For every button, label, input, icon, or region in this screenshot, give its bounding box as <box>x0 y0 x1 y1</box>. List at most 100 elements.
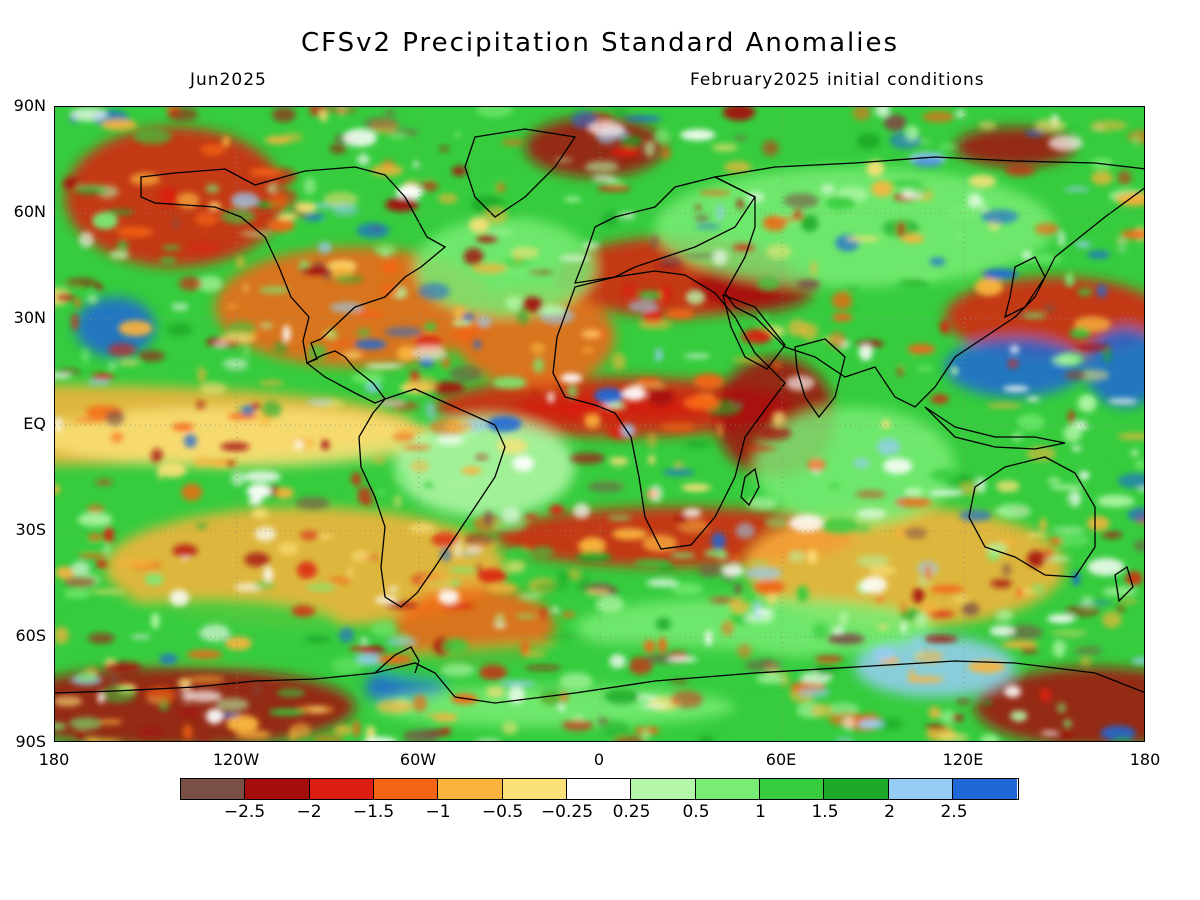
anomaly-speckle <box>255 580 275 590</box>
anomaly-speckle <box>166 322 193 337</box>
anomaly-region <box>745 507 1065 627</box>
anomaly-speckle <box>968 174 997 188</box>
anomaly-speckle <box>908 273 944 279</box>
anomaly-speckle <box>1087 558 1125 576</box>
anomaly-speckle <box>365 365 392 370</box>
anomaly-speckle <box>118 359 140 366</box>
anomaly-speckle <box>500 680 536 687</box>
anomaly-speckle <box>1075 241 1092 248</box>
anomaly-speckle <box>281 132 303 143</box>
anomaly-speckle <box>684 440 711 448</box>
anomaly-speckle <box>648 388 674 406</box>
anomaly-speckle <box>595 595 624 614</box>
initial-conditions-label: February2025 initial conditions <box>690 70 985 90</box>
anomaly-speckle <box>737 643 752 659</box>
anomaly-speckle <box>243 344 250 358</box>
anomaly-speckle <box>55 416 62 433</box>
anomaly-speckle <box>852 458 871 469</box>
anomaly-speckle <box>496 437 528 455</box>
anomaly-speckle <box>410 173 441 179</box>
anomaly-speckle <box>654 347 663 362</box>
anomaly-speckle <box>55 484 61 494</box>
anomaly-speckle <box>376 654 413 665</box>
colorbar-swatch <box>631 779 696 799</box>
lon-label-60w: 60W <box>399 750 437 769</box>
anomaly-speckle <box>505 295 522 311</box>
anomaly-speckle <box>854 523 871 533</box>
anomaly-speckle <box>894 281 928 293</box>
anomaly-speckle <box>954 228 963 244</box>
anomaly-speckle <box>1050 354 1077 366</box>
anomaly-speckle <box>956 109 966 118</box>
anomaly-region <box>855 637 1015 697</box>
anomaly-speckle <box>441 726 452 733</box>
anomaly-speckle <box>1116 604 1126 613</box>
anomaly-speckle <box>222 136 230 147</box>
anomaly-speckle <box>927 610 955 618</box>
anomaly-speckle <box>984 733 991 741</box>
anomaly-speckle <box>157 462 187 478</box>
anomaly-speckle <box>243 470 281 483</box>
colorbar-tick-label: −0.5 <box>481 802 524 822</box>
anomaly-speckle <box>171 423 194 431</box>
anomaly-speckle <box>742 446 777 451</box>
coastline-arabia <box>722 293 786 370</box>
anomaly-speckle <box>396 184 423 200</box>
anomaly-speckle <box>924 564 932 582</box>
anomaly-speckle <box>378 490 386 495</box>
anomaly-speckle <box>172 366 197 372</box>
anomaly-speckle <box>1131 134 1140 146</box>
anomaly-speckle <box>267 184 277 194</box>
anomaly-speckle <box>1096 494 1135 508</box>
anomaly-speckle <box>370 164 404 177</box>
anomaly-speckle <box>655 617 672 631</box>
anomaly-speckle <box>225 370 253 377</box>
anomaly-speckle <box>744 659 782 672</box>
anomaly-speckle <box>225 303 240 309</box>
anomaly-speckle <box>930 585 965 594</box>
anomaly-speckle <box>591 176 616 181</box>
anomaly-speckle <box>78 553 108 559</box>
anomaly-speckle <box>172 216 180 230</box>
colorbar-tick-label: −2 <box>296 802 322 822</box>
lat-label-90n: 90N <box>13 96 46 115</box>
anomaly-speckle <box>397 425 430 434</box>
anomaly-speckle <box>697 735 715 741</box>
anomaly-speckle <box>642 534 678 553</box>
anomaly-speckle <box>1026 446 1056 462</box>
anomaly-speckle <box>986 403 1022 408</box>
anomaly-speckle <box>341 488 353 501</box>
anomaly-speckle <box>1112 736 1133 741</box>
anomaly-speckle <box>1030 582 1046 595</box>
anomaly-speckle <box>584 160 619 173</box>
anomaly-region <box>755 407 955 527</box>
anomaly-speckle <box>63 177 80 190</box>
anomaly-speckle <box>110 674 118 689</box>
anomaly-speckle <box>855 490 886 499</box>
anomaly-speckle <box>579 537 606 555</box>
anomaly-speckle <box>995 504 1032 519</box>
anomaly-speckle <box>1063 605 1101 617</box>
anomaly-speckle <box>116 240 129 252</box>
anomaly-speckle <box>938 142 958 151</box>
anomaly-speckle <box>321 439 330 450</box>
anomaly-speckle <box>1054 533 1090 547</box>
anomaly-speckle <box>533 581 571 592</box>
anomaly-speckle <box>749 560 769 565</box>
anomaly-speckle <box>610 148 640 157</box>
anomaly-speckle <box>810 260 817 276</box>
anomaly-speckle <box>694 214 710 222</box>
anomaly-speckle <box>363 736 397 741</box>
anomaly-speckle <box>205 184 220 194</box>
lon-label-180w: 180 <box>38 750 70 769</box>
colorbar-swatch <box>438 779 503 799</box>
anomaly-speckle <box>341 351 362 359</box>
anomaly-speckle <box>561 719 594 731</box>
anomaly-speckle <box>1067 409 1076 425</box>
anomaly-speckle <box>772 361 782 369</box>
anomaly-speckle <box>222 358 249 369</box>
coastlines <box>55 128 1144 704</box>
anomaly-speckle <box>921 602 937 613</box>
anomaly-speckle <box>150 612 160 629</box>
anomaly-speckle <box>300 530 320 540</box>
